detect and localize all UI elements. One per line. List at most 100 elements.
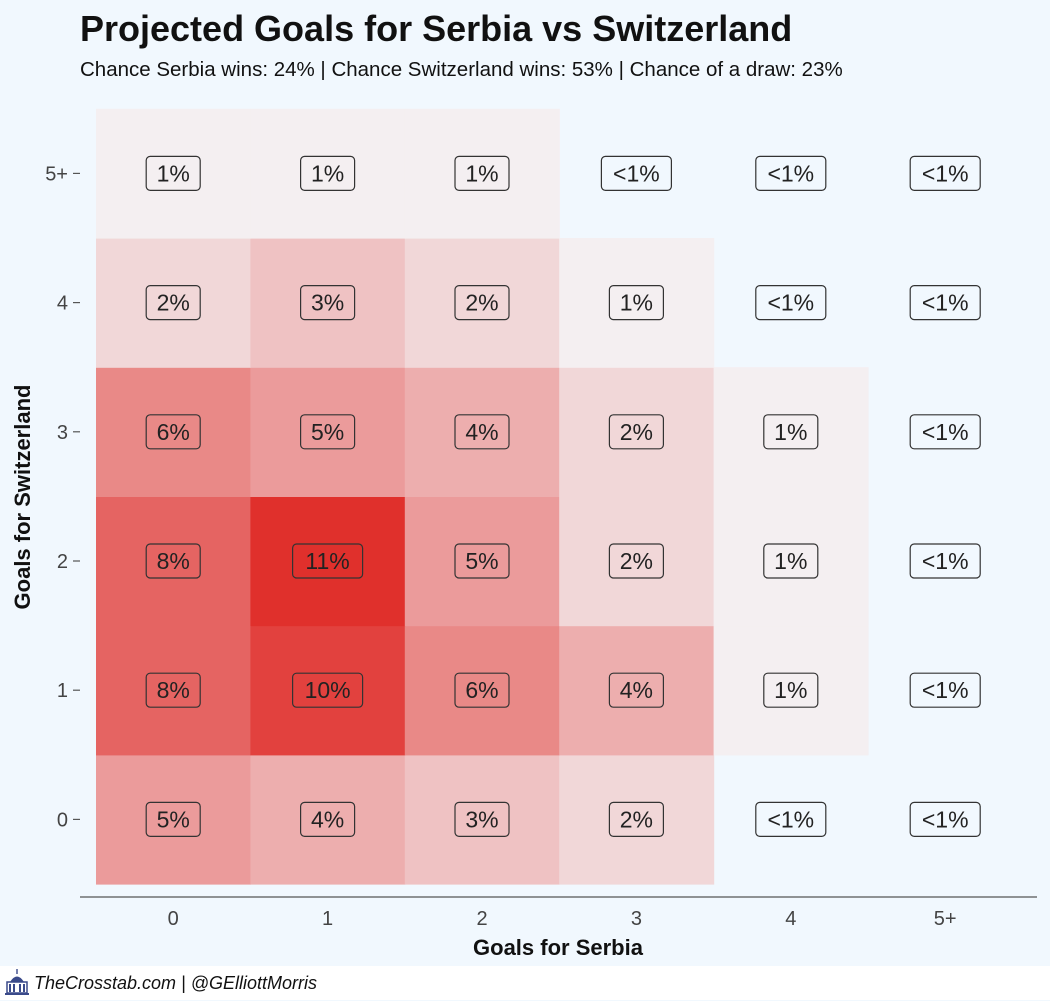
x-tick-label: 4 — [785, 908, 796, 930]
value-label-text: <1% — [922, 290, 969, 316]
value-label: 6% — [145, 414, 201, 450]
value-label-box — [292, 543, 364, 579]
value-label-box — [608, 672, 665, 708]
heatmap-tile — [96, 108, 251, 239]
value-label-box — [608, 543, 665, 579]
value-label-text: 5% — [465, 548, 498, 574]
value-label: 4% — [608, 672, 665, 708]
value-label-box — [755, 155, 827, 191]
heatmap-tile — [404, 367, 560, 497]
value-label-text: 1% — [774, 419, 807, 445]
value-label-text: <1% — [922, 806, 969, 832]
heatmap-tile — [559, 367, 715, 497]
heatmap-tiles — [96, 108, 869, 885]
value-label-box — [755, 801, 827, 838]
value-label: <1% — [755, 155, 827, 191]
value-label-box — [454, 801, 510, 838]
heatmap-tile — [250, 754, 406, 885]
x-tick-label: 3 — [631, 908, 642, 930]
value-label: 2% — [608, 414, 665, 450]
value-label-box — [300, 801, 356, 838]
value-label-box — [454, 155, 510, 191]
value-label-text: 11% — [305, 548, 349, 574]
x-tick-label: 2 — [476, 908, 487, 930]
value-label-text: 6% — [157, 419, 190, 445]
value-label-box — [145, 155, 201, 191]
value-label: <1% — [909, 285, 981, 321]
value-label: <1% — [755, 801, 827, 838]
heatmap-tile — [713, 367, 869, 497]
value-label-box — [909, 543, 981, 579]
y-tick-label: 4 — [57, 293, 68, 315]
heatmap-tile — [96, 367, 251, 497]
value-label: 2% — [454, 285, 510, 321]
value-label-text: 2% — [620, 806, 653, 832]
heatmap-tile — [713, 496, 869, 627]
value-label-text: 1% — [311, 160, 344, 186]
value-label: <1% — [909, 155, 981, 191]
x-tick-label: 0 — [168, 908, 179, 930]
heatmap-tile — [96, 496, 251, 627]
value-label: 3% — [300, 285, 356, 321]
value-label-text: 5% — [157, 806, 190, 832]
value-label-box — [145, 414, 201, 450]
value-label-box — [300, 414, 356, 450]
value-label-text: 10% — [305, 677, 351, 703]
y-tick-label: 1 — [57, 680, 68, 702]
value-label-text: <1% — [767, 160, 814, 186]
value-label-text: <1% — [767, 806, 814, 832]
value-label-box — [300, 155, 356, 191]
value-label-text: <1% — [613, 160, 660, 186]
heatmap-chart: 5% 4% 3% 2% <1% <1%8% 10% 6% 4% 1% <1%8% 11% 5% 2% 1% <… — [10, 108, 1037, 960]
value-label-box — [454, 414, 510, 450]
heatmap-tile — [404, 754, 560, 885]
value-label: 2% — [608, 801, 665, 838]
heatmap-tile — [559, 754, 715, 885]
value-label-box — [909, 672, 981, 708]
value-label-box — [608, 801, 665, 838]
heatmap-tile — [250, 496, 406, 627]
value-label: <1% — [755, 285, 827, 321]
value-label-text: <1% — [767, 290, 814, 316]
value-label: 5% — [145, 801, 201, 838]
value-label: 4% — [300, 801, 356, 838]
value-label-box — [145, 801, 201, 838]
value-label-box — [909, 801, 981, 838]
value-label-text: 3% — [465, 806, 498, 832]
value-label: 4% — [454, 414, 510, 450]
x-tick-label: 1 — [322, 908, 333, 930]
value-label-text: 3% — [311, 290, 344, 316]
value-label-text: 8% — [157, 548, 190, 574]
footer-credit: TheCrosstab.com | @GElliottMorris — [34, 973, 318, 993]
value-label-text: 4% — [465, 419, 498, 445]
value-label: 1% — [145, 155, 201, 191]
y-tick-label: 2 — [57, 551, 68, 573]
value-label-text: 2% — [620, 419, 653, 445]
value-label-text: 2% — [620, 548, 653, 574]
value-label-text: <1% — [922, 419, 969, 445]
value-label-box — [608, 414, 665, 450]
y-tick-label: 3 — [57, 422, 68, 444]
value-label-text: <1% — [922, 677, 969, 703]
heatmap-tile — [404, 625, 560, 756]
heatmap-tile — [713, 625, 869, 756]
value-label: <1% — [600, 155, 673, 191]
value-label-box — [763, 414, 819, 450]
value-label-box — [763, 672, 819, 708]
value-label-text: 4% — [311, 806, 344, 832]
capitol-building-icon — [4, 968, 30, 1001]
heatmap-tile — [96, 625, 251, 756]
value-label: 1% — [763, 672, 819, 708]
value-label-box — [763, 543, 819, 579]
value-label: 10% — [292, 672, 364, 708]
heatmap-tile — [96, 754, 251, 885]
x-axis-title: Goals for Serbia — [473, 935, 644, 960]
chart-title: Projected Goals for Serbia vs Switzerlan… — [80, 8, 793, 49]
chart-axes: 0 1 2 3 4 5+ 0 1 2 3 4 5+ Goals for Serbia Goals for … — [10, 163, 1037, 960]
value-label-box — [608, 285, 665, 321]
heatmap-tile — [250, 367, 406, 497]
value-label-box — [909, 155, 981, 191]
heatmap-tile — [559, 238, 715, 368]
chart-subtitle: Chance Serbia wins: 24% | Chance Switzer… — [80, 58, 843, 81]
heatmap-tile — [96, 238, 251, 368]
